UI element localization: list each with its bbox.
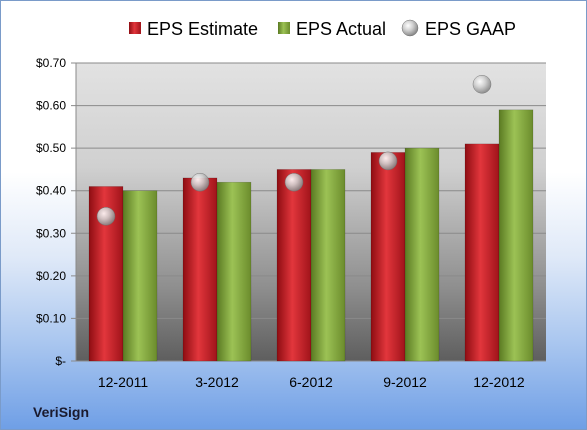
eps-gaap-marker [190, 172, 210, 192]
x-tick-label: 6-2012 [289, 374, 333, 390]
y-tick-label: $0.50 [36, 141, 66, 155]
eps-gaap-marker [284, 172, 304, 192]
x-tick-label: 12-2012 [473, 374, 525, 390]
legend-label: EPS Estimate [147, 19, 258, 39]
legend: EPS Estimate EPS Actual EPS GAAP [129, 19, 516, 39]
eps-gaap-marker [96, 207, 116, 226]
eps-actual-bar [122, 190, 158, 362]
x-tick-label: 3-2012 [195, 374, 239, 390]
eps-actual-bar [310, 169, 346, 362]
y-tick-label: $0.30 [36, 226, 66, 240]
eps-estimate-bar [276, 169, 312, 362]
eps-actual-bar [404, 147, 440, 362]
company-name: VeriSign [33, 404, 90, 420]
eps-actual-bar [216, 181, 252, 362]
eps-estimate-bar [464, 143, 500, 362]
legend-estimate-swatch [129, 22, 141, 34]
x-tick-label: 9-2012 [383, 374, 427, 390]
legend-label: EPS GAAP [425, 19, 516, 39]
x-tick-label: 12-2011 [98, 374, 149, 390]
y-tick-label: $0.70 [36, 56, 66, 70]
legend-actual-swatch [278, 22, 290, 34]
y-tick-label: $0.40 [36, 184, 66, 198]
eps-estimate-bar [182, 177, 218, 362]
y-tick-label: $0.20 [36, 269, 66, 283]
y-tick-label: $- [55, 354, 66, 368]
eps-gaap-marker [472, 75, 492, 94]
eps-estimate-bar [370, 152, 406, 362]
y-tick-label: $0.10 [36, 311, 66, 325]
eps-gaap-marker [378, 151, 398, 171]
legend-gaap-marker [401, 19, 419, 37]
eps-actual-bar [498, 109, 534, 362]
y-tick-label: $0.60 [36, 99, 66, 113]
legend-label: EPS Actual [296, 19, 386, 39]
